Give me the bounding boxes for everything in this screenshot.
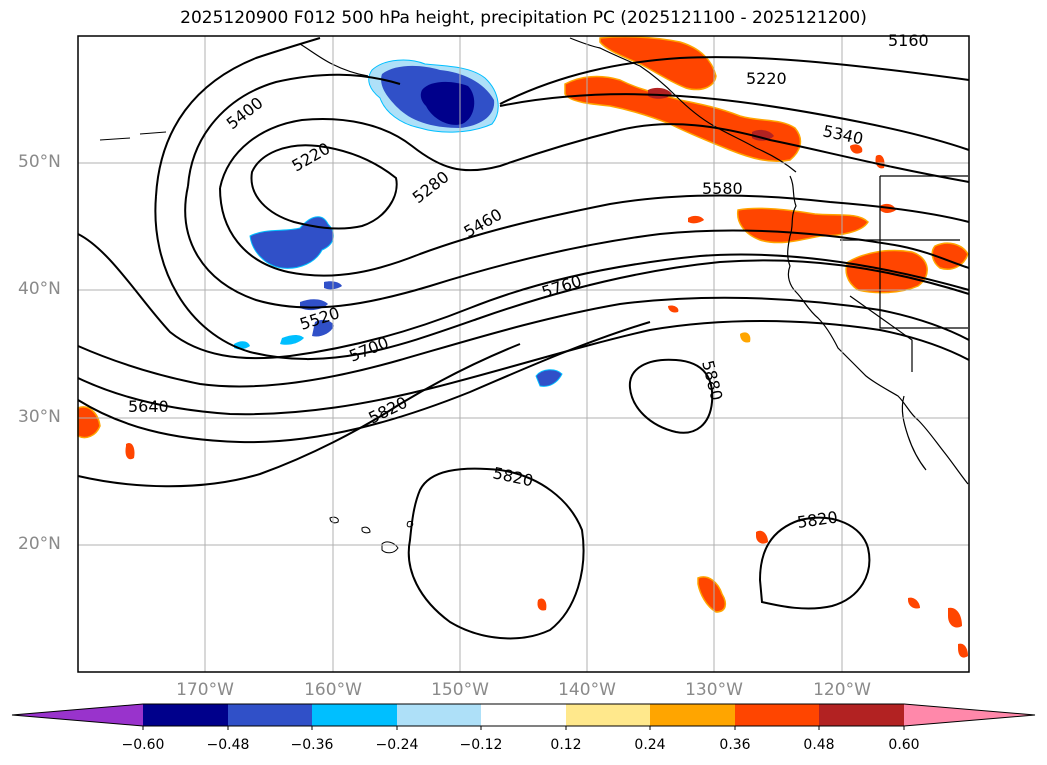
islands <box>99 131 414 554</box>
lat-label-50n: 50°N <box>18 152 61 172</box>
lon-label-170w: 170°W <box>176 680 234 700</box>
colorbar-tick-label: 0.12 <box>550 737 582 753</box>
contour-label: 5580 <box>702 179 743 198</box>
lat-label-30n: 30°N <box>18 407 61 427</box>
colorbar-tick-label: 0.48 <box>803 737 835 753</box>
colorbar-segment <box>566 704 650 726</box>
colorbar-tick-label: −0.60 <box>121 737 165 753</box>
colorbar-segments <box>11 703 1036 730</box>
contour-label: 5220 <box>746 69 787 88</box>
colorbar-segment <box>650 704 735 726</box>
lon-label-130w: 130°W <box>685 680 743 700</box>
colorbar-segment <box>397 704 481 726</box>
lon-label-140w: 140°W <box>558 680 616 700</box>
contour-label: 5640 <box>128 397 169 416</box>
colorbar-segment <box>481 704 566 726</box>
gridlines <box>78 36 969 672</box>
colorbar-segment <box>312 704 397 726</box>
colorbar-tick-label: −0.24 <box>375 737 419 753</box>
colorbar-segment <box>143 704 228 726</box>
colorbar-tick-label: −0.36 <box>290 737 334 753</box>
lat-label-20n: 20°N <box>18 534 61 554</box>
colorbar-segment <box>819 704 904 726</box>
colorbar-tick-label: −0.12 <box>459 737 503 753</box>
colorbar-tick-label: 0.60 <box>888 737 920 753</box>
map-title: 2025120900 F012 500 hPa height, precipit… <box>180 8 867 28</box>
height-contours <box>77 37 970 640</box>
map-frame <box>77 35 970 673</box>
colorbar-tick-label: −0.48 <box>206 737 250 753</box>
colorbar-extend-min <box>12 704 143 726</box>
colorbar-segment <box>735 704 819 726</box>
map-background <box>78 36 969 672</box>
colorbar-segment <box>228 704 312 726</box>
lat-label-40n: 40°N <box>18 279 61 299</box>
colorbar-extend-max <box>904 704 1035 726</box>
colorbar-tick-label: 0.36 <box>719 737 751 753</box>
lon-label-150w: 150°W <box>431 680 489 700</box>
lon-label-120w: 120°W <box>813 680 871 700</box>
colorbar-tick-label: 0.24 <box>634 737 666 753</box>
lon-label-160w: 160°W <box>304 680 362 700</box>
